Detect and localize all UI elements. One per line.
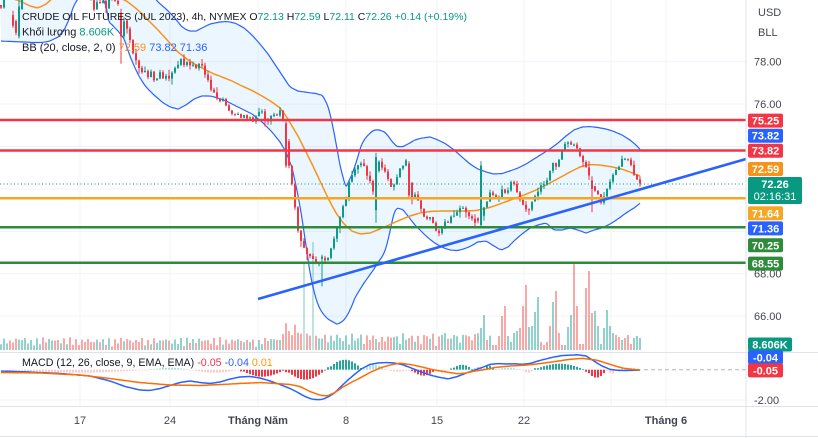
svg-text:Tháng 6: Tháng 6 [645,415,687,427]
svg-text:17: 17 [74,415,86,427]
svg-text:72.59: 72.59 [752,164,780,176]
svg-text:76.00: 76.00 [754,99,782,111]
svg-text:-0.05: -0.05 [753,365,778,377]
svg-text:BB (20, close, 2, 0) 72.59 73.: BB (20, close, 2, 0) 72.59 73.82 71.36 [22,42,207,54]
svg-text:71.64: 71.64 [752,208,780,220]
svg-text:02:16:31: 02:16:31 [754,191,797,203]
svg-text:73.82: 73.82 [752,131,780,143]
svg-text:Khối lượng 8.606K: Khối lượng 8.606K [22,27,115,39]
svg-text:8: 8 [343,415,349,427]
svg-text:-2.00: -2.00 [754,395,779,407]
svg-text:24: 24 [164,415,176,427]
svg-text:66.00: 66.00 [754,311,782,323]
svg-text:75.25: 75.25 [752,116,780,128]
svg-text:70.25: 70.25 [752,240,780,252]
svg-text:22: 22 [518,415,530,427]
svg-text:15: 15 [431,415,443,427]
svg-text:MACD (12, 26, close, 9, EMA, E: MACD (12, 26, close, 9, EMA, EMA) -0.05 … [22,357,273,369]
svg-text:USD: USD [758,7,781,19]
svg-text:73.82: 73.82 [752,146,780,158]
svg-text:72.26: 72.26 [761,179,789,191]
svg-text:71.36: 71.36 [752,223,780,235]
svg-text:-0.04: -0.04 [753,352,779,364]
svg-text:BLL: BLL [758,27,778,39]
svg-text:Tháng Năm: Tháng Năm [228,415,288,427]
svg-text:78.00: 78.00 [754,57,782,69]
svg-text:8.606K: 8.606K [752,340,788,352]
svg-text:CRUDE OIL FUTURES (JUL 2023),: CRUDE OIL FUTURES (JUL 2023), 4h, NYMEX … [22,11,467,23]
svg-text:68.00: 68.00 [754,269,782,281]
svg-text:68.55: 68.55 [752,259,780,271]
